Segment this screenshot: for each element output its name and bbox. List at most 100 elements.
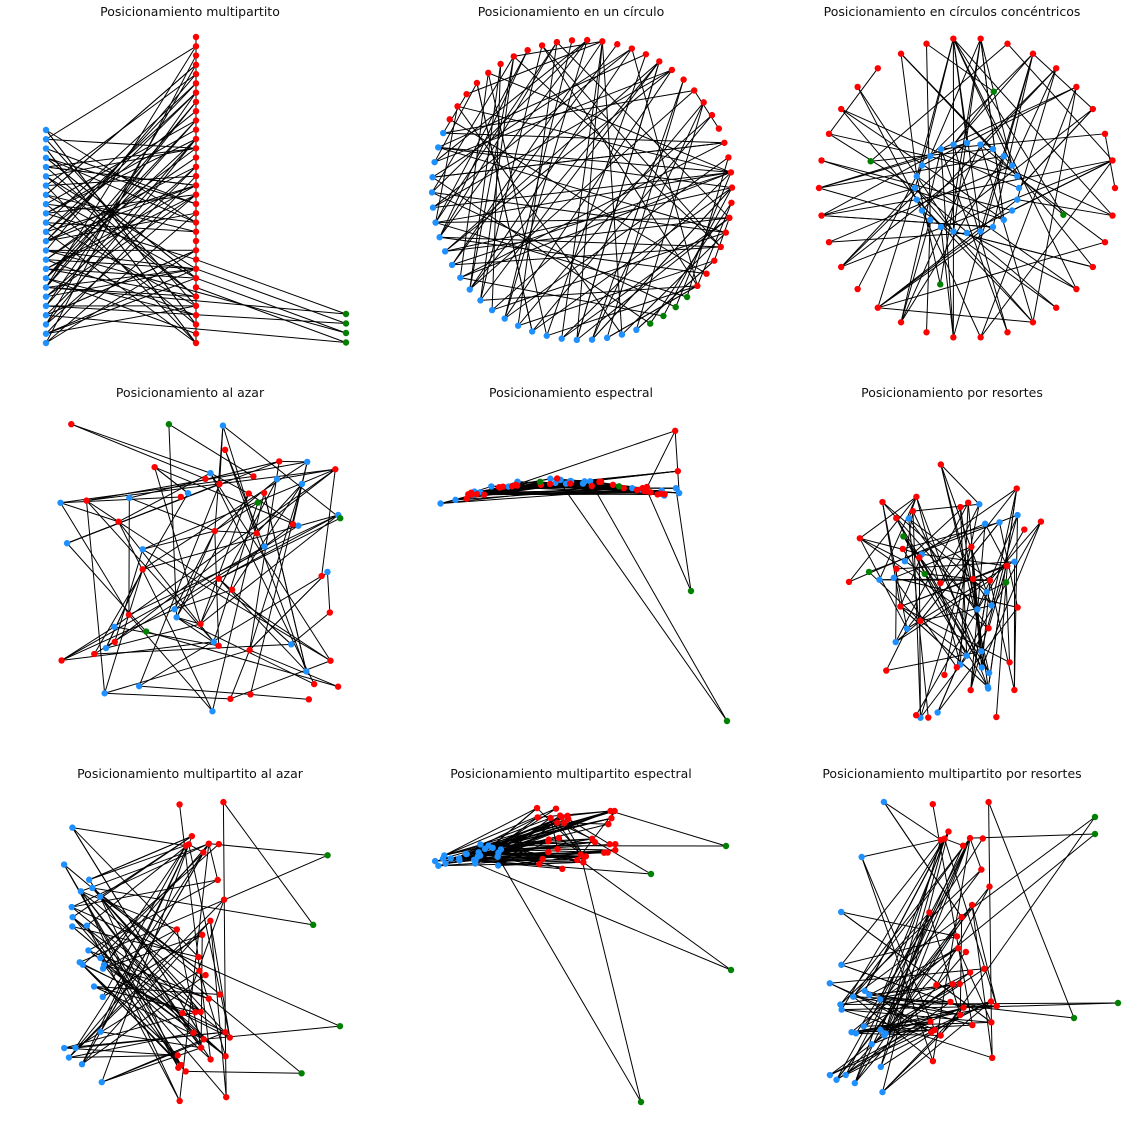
node-part-a-blue (877, 1063, 885, 1071)
edge (828, 67, 879, 135)
edge (492, 847, 616, 851)
edge (859, 496, 917, 539)
edges (818, 38, 1116, 338)
node-part-b-red (545, 848, 552, 856)
edge (944, 838, 998, 1007)
edge (75, 843, 210, 1049)
node-part-a-blue (950, 141, 957, 148)
node-part-b-red (192, 126, 200, 133)
node-part-a-blue (42, 182, 50, 189)
edge (899, 554, 923, 607)
edge (517, 260, 715, 327)
edge (209, 920, 231, 1038)
node-part-a-blue (42, 274, 50, 282)
node-part-b-red (176, 801, 183, 808)
node-part-b-red (260, 489, 268, 497)
node-part-b-red (815, 184, 823, 192)
edge (606, 285, 698, 339)
node-part-c-green (990, 88, 997, 95)
node-part-b-red (926, 909, 933, 916)
node-part-a-blue (442, 860, 449, 867)
node-part-b-red (954, 945, 962, 952)
node-part-a-blue (431, 158, 438, 166)
edge (72, 916, 226, 1057)
node-part-b-red (139, 566, 146, 573)
edge (916, 175, 1077, 290)
edge (969, 837, 982, 870)
node-part-a-blue (102, 644, 110, 652)
edge (636, 260, 715, 331)
edge (869, 994, 1075, 1019)
node-part-b-red (987, 998, 995, 1005)
edge (225, 1056, 227, 1098)
node-part-b-red (979, 835, 987, 842)
node-part-c-green (1091, 830, 1099, 838)
edge (45, 55, 197, 344)
node-part-b-red (332, 466, 339, 473)
edge (444, 61, 660, 252)
edge (45, 157, 197, 279)
node-part-b-red (544, 838, 552, 845)
edge (176, 493, 250, 618)
edge (64, 1047, 178, 1056)
node-part-c-green (342, 320, 350, 327)
node-part-a-blue (295, 522, 302, 529)
node-part-a-blue (978, 664, 985, 671)
panel-title: Posicionamiento por resortes (861, 385, 1043, 400)
node-part-b-red (837, 105, 845, 113)
edge (971, 904, 993, 1058)
edge (840, 187, 916, 268)
edge (900, 219, 931, 323)
node-part-b-red (1004, 40, 1011, 47)
edge (893, 577, 1018, 608)
edge (1018, 108, 1094, 189)
edge (326, 571, 331, 613)
node-part-b-red (250, 473, 257, 480)
node-part-a-blue (431, 857, 439, 865)
node-part-b-red (957, 1011, 964, 1019)
node-part-a-blue (98, 1078, 105, 1086)
edge (439, 236, 707, 275)
edge (904, 560, 926, 575)
node-part-c-green (921, 570, 928, 578)
node-part-a-blue (304, 458, 311, 466)
node-part-b-red (1101, 238, 1109, 246)
node-part-b-red (247, 691, 254, 698)
node-part-a-blue (42, 210, 50, 217)
edge (100, 957, 201, 1013)
edge (940, 86, 1077, 150)
node-part-a-blue (850, 993, 857, 1000)
node-part-b-red (327, 657, 334, 664)
edge (852, 912, 930, 997)
edge (1017, 199, 1113, 217)
edge (882, 831, 949, 1093)
edge (45, 249, 197, 316)
edge (71, 906, 202, 1013)
edge (279, 460, 308, 463)
node-part-a-blue (543, 332, 550, 339)
node-part-b-red (211, 527, 219, 535)
edge (675, 488, 692, 592)
edge (940, 226, 954, 338)
node-part-a-blue (85, 876, 93, 883)
node-part-b-red (228, 586, 236, 593)
panel-multipartite-spring: Posicionamiento multipartito por resorte… (762, 762, 1142, 1142)
edge (45, 64, 197, 325)
edge (45, 73, 197, 251)
edge (68, 1032, 194, 1059)
edge (908, 518, 991, 581)
node-part-b-red (192, 33, 200, 41)
node-part-b-red (192, 339, 200, 347)
edge (86, 500, 215, 643)
panel-spectral: Posicionamiento espectral (381, 381, 761, 761)
node-part-b-red (200, 1036, 207, 1043)
node-part-b-red (969, 575, 977, 583)
edge (821, 215, 994, 228)
node-part-b-red (1073, 83, 1080, 91)
node-part-a-blue (892, 638, 899, 646)
node-part-b-red (192, 98, 200, 106)
edge (821, 199, 917, 217)
node-part-a-blue (851, 1079, 859, 1087)
edge (966, 159, 1113, 234)
node-part-a-blue (440, 129, 447, 137)
